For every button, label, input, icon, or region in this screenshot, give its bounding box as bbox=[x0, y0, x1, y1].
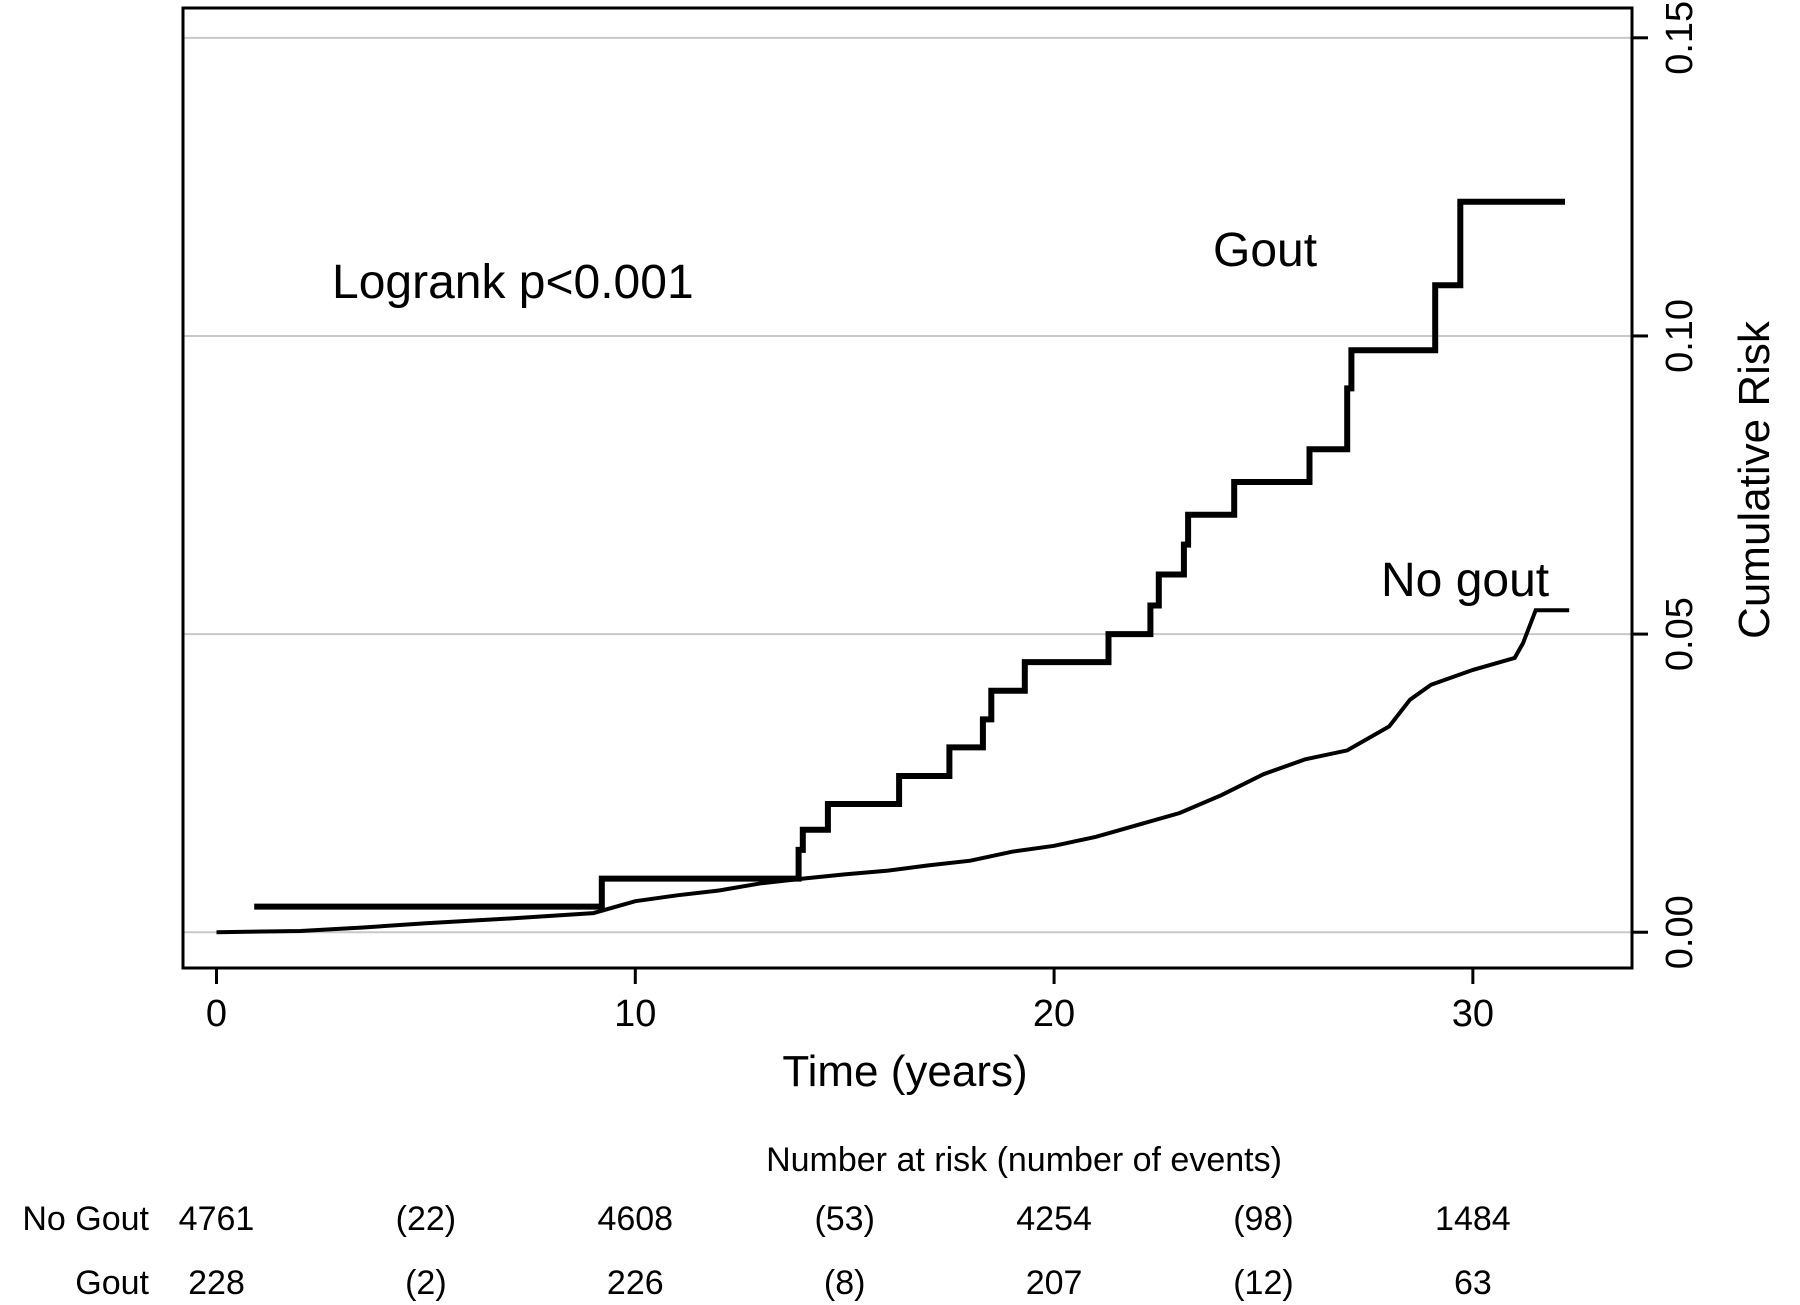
x-tick-label: 10 bbox=[614, 993, 656, 1035]
risk-cell: 1484 bbox=[1435, 1200, 1511, 1238]
risk-cell: 228 bbox=[188, 1264, 245, 1302]
risk-cell: (53) bbox=[814, 1200, 874, 1238]
y-tick-label: 0.10 bbox=[1659, 299, 1701, 373]
risk-cell: 4254 bbox=[1016, 1200, 1092, 1238]
risk-cell: 63 bbox=[1454, 1264, 1492, 1302]
risk-row-label: Gout bbox=[75, 1264, 149, 1302]
risk-cell: 226 bbox=[607, 1264, 664, 1302]
risk-cell: (12) bbox=[1233, 1264, 1293, 1302]
gridlines bbox=[183, 36, 1632, 934]
x-tick-label: 20 bbox=[1033, 993, 1075, 1035]
series-label-no-gout: No gout bbox=[1381, 554, 1549, 607]
series bbox=[216, 198, 1570, 935]
series-label-gout: Gout bbox=[1213, 224, 1317, 277]
logrank-annotation: Logrank p<0.001 bbox=[332, 256, 694, 309]
y-tick-label: 0.05 bbox=[1659, 597, 1701, 671]
risk-cell: (8) bbox=[824, 1264, 866, 1302]
risk-cell: 4761 bbox=[179, 1200, 255, 1238]
risk-cell: (98) bbox=[1233, 1200, 1293, 1238]
risk-table: Number at risk (number of events) No Gou… bbox=[22, 1141, 1510, 1302]
x-tick-label: 30 bbox=[1452, 993, 1494, 1035]
y-axis-title: Cumulative Risk bbox=[1730, 320, 1779, 639]
x-tick-label: 0 bbox=[206, 993, 227, 1035]
y-tick-label: 0.00 bbox=[1659, 895, 1701, 969]
x-axis-title: Time (years) bbox=[782, 1047, 1027, 1096]
risk-row-label: No Gout bbox=[22, 1200, 149, 1238]
risk-cell: 4608 bbox=[597, 1200, 673, 1238]
risk-cell: (22) bbox=[396, 1200, 456, 1238]
axes: 0.00 0.05 0.10 0.15 0 10 20 30 bbox=[206, 1, 1701, 1035]
risk-cell: (2) bbox=[405, 1264, 447, 1302]
risk-cell: 207 bbox=[1026, 1264, 1083, 1302]
y-tick-label: 0.15 bbox=[1659, 1, 1701, 75]
series-line-no-gout bbox=[216, 608, 1570, 935]
series-line-gout bbox=[254, 198, 1565, 910]
risk-table-title: Number at risk (number of events) bbox=[766, 1141, 1282, 1179]
plot-frame bbox=[181, 6, 1634, 970]
